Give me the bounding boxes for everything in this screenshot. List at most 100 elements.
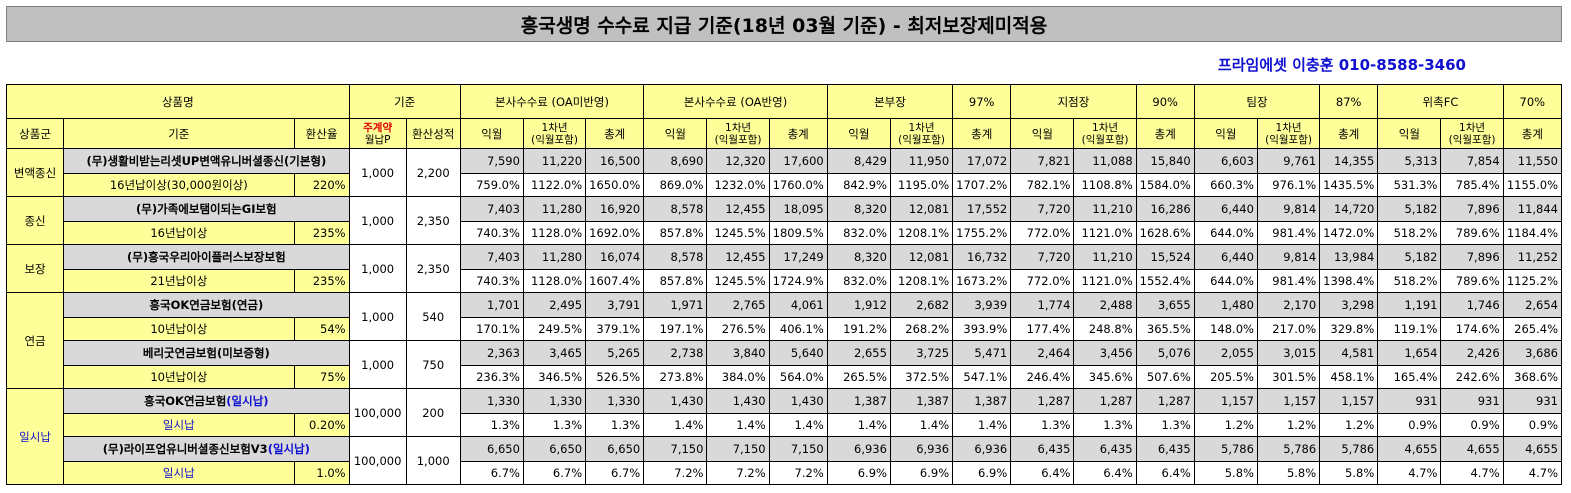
header-hq-oa: 본사수수료 (OA반영)	[643, 84, 828, 119]
commission-percent: 276.5%	[706, 317, 770, 341]
commission-amount: 4,655	[1377, 436, 1442, 462]
commission-amount: 1,912	[826, 292, 891, 318]
header-first-year: 1차년 (익월포함)	[1440, 118, 1504, 149]
commission-amount: 931	[1440, 388, 1504, 414]
header-ikwol: 익월	[1010, 118, 1075, 149]
commission-percent: 1552.4%	[1135, 269, 1195, 293]
product-basis: 21년납이상	[63, 269, 295, 293]
commission-amount: 5,786	[1193, 436, 1258, 462]
commission-amount: 3,791	[585, 292, 645, 318]
commission-amount: 6,650	[522, 436, 587, 462]
commission-percent: 644.0%	[1193, 269, 1258, 293]
monthly-premium: 1,000	[348, 196, 407, 245]
commission-percent: 379.1%	[585, 317, 645, 341]
commission-amount: 2,055	[1193, 340, 1258, 366]
commission-amount: 16,286	[1135, 196, 1195, 222]
header-total: 총계	[952, 118, 1012, 149]
commission-amount: 7,821	[1010, 148, 1075, 174]
commission-percent: 7.2%	[706, 461, 770, 485]
commission-percent: 1724.9%	[768, 269, 828, 293]
commission-amount: 5,265	[585, 340, 645, 366]
commission-amount: 1,157	[1256, 388, 1321, 414]
commission-percent: 507.6%	[1135, 365, 1195, 389]
header-ikwol: 익월	[1377, 118, 1442, 149]
commission-percent: 384.0%	[706, 365, 770, 389]
commission-percent: 458.1%	[1319, 365, 1379, 389]
product-name-suffix: (일시납)	[267, 442, 310, 456]
commission-percent: 1673.2%	[952, 269, 1012, 293]
product-name-suffix: (일시납)	[226, 394, 269, 408]
commission-amount: 7,403	[459, 196, 524, 222]
commission-amount: 1,746	[1440, 292, 1504, 318]
product-group-cell: 변액종신	[5, 148, 65, 197]
commission-amount: 5,786	[1319, 436, 1379, 462]
commission-percent: 1.4%	[952, 413, 1012, 437]
commission-percent: 0.9%	[1502, 413, 1563, 437]
commission-amount: 2,170	[1256, 292, 1321, 318]
commission-percent: 246.4%	[1010, 365, 1075, 389]
product-name-text: (무)생활비받는리셋UP변액유니버셜종신(기본형)	[86, 154, 327, 168]
commission-percent: 782.1%	[1010, 173, 1075, 197]
commission-amount: 17,600	[768, 148, 828, 174]
commission-amount: 3,686	[1502, 340, 1563, 366]
table-row: 종신 (무)가족에보탬이되는GI보험 1,000 2,350 7,403 11,280 16…	[5, 196, 1563, 245]
product-group-cell: 연금	[5, 292, 65, 389]
commission-amount: 6,936	[889, 436, 954, 462]
commission-percent: 372.5%	[889, 365, 954, 389]
conversion-performance: 1,000	[405, 436, 461, 485]
commission-amount: 8,320	[826, 244, 891, 270]
commission-percent: 1755.2%	[952, 221, 1012, 245]
commission-amount: 16,732	[952, 244, 1012, 270]
commission-percent: 6.7%	[522, 461, 587, 485]
commission-percent: 1184.4%	[1502, 221, 1563, 245]
commission-amount: 1,287	[1135, 388, 1195, 414]
header-bonbujang-pct: 97%	[952, 84, 1012, 119]
commission-amount: 1,191	[1377, 292, 1442, 318]
commission-amount: 5,640	[768, 340, 828, 366]
header-first-year-line1: 1차년	[725, 121, 752, 134]
commission-percent: 981.4%	[1256, 221, 1321, 245]
commission-percent: 857.8%	[643, 221, 708, 245]
commission-percent: 740.3%	[459, 269, 524, 293]
monthly-premium: 1,000	[348, 148, 407, 197]
commission-amount: 8,578	[643, 244, 708, 270]
header-main-contract-line1: 주계약	[363, 121, 393, 134]
commission-amount: 2,655	[826, 340, 891, 366]
commission-amount: 11,280	[522, 244, 587, 270]
commission-amount: 11,220	[522, 148, 587, 174]
commission-percent: 170.1%	[459, 317, 524, 341]
commission-amount: 1,330	[585, 388, 645, 414]
commission-percent: 660.3%	[1193, 173, 1258, 197]
monthly-premium: 100,000	[348, 436, 407, 485]
header-total: 총계	[1319, 118, 1379, 149]
commission-percent: 329.8%	[1319, 317, 1379, 341]
commission-percent: 1650.0%	[585, 173, 645, 197]
commission-percent: 1208.1%	[889, 269, 954, 293]
commission-amount: 1,701	[459, 292, 524, 318]
commission-amount: 7,403	[459, 244, 524, 270]
commission-percent: 5.8%	[1319, 461, 1379, 485]
product-name-text: (무)흥국우리아이플러스보장보험	[127, 250, 286, 264]
header-first-year-line1: 1차년	[908, 121, 935, 134]
commission-amount: 7,150	[706, 436, 770, 462]
commission-amount: 2,464	[1010, 340, 1075, 366]
table-row: 연금 흥국OK연금보험(연금) 1,000 540 1,701 2,495 3,791 1,9…	[5, 292, 1563, 389]
commission-percent: 1108.8%	[1073, 173, 1137, 197]
commission-amount: 1,387	[826, 388, 891, 414]
header-total: 총계	[1502, 118, 1563, 149]
commission-amount: 8,320	[826, 196, 891, 222]
commission-percent: 1.4%	[889, 413, 954, 437]
commission-amount: 6,440	[1193, 196, 1258, 222]
header-first-year-line2: (익월포함)	[1081, 133, 1129, 146]
commission-amount: 931	[1502, 388, 1563, 414]
conversion-rate: 0.20%	[293, 413, 350, 437]
commission-amount: 4,655	[1440, 436, 1504, 462]
header-first-year: 1차년 (익월포함)	[706, 118, 770, 149]
header-first-year-line2: (익월포함)	[1265, 133, 1312, 146]
conversion-performance: 2,350	[405, 244, 461, 293]
commission-amount: 2,363	[459, 340, 524, 366]
table-row: 베리굿연금보험(미보증형) 1,000 750 2,363 3,465 5,265 2,73…	[7, 340, 1563, 389]
commission-percent: 5.8%	[1193, 461, 1258, 485]
header-first-year-line1: 1차년	[541, 121, 568, 134]
commission-percent: 1121.0%	[1073, 269, 1137, 293]
